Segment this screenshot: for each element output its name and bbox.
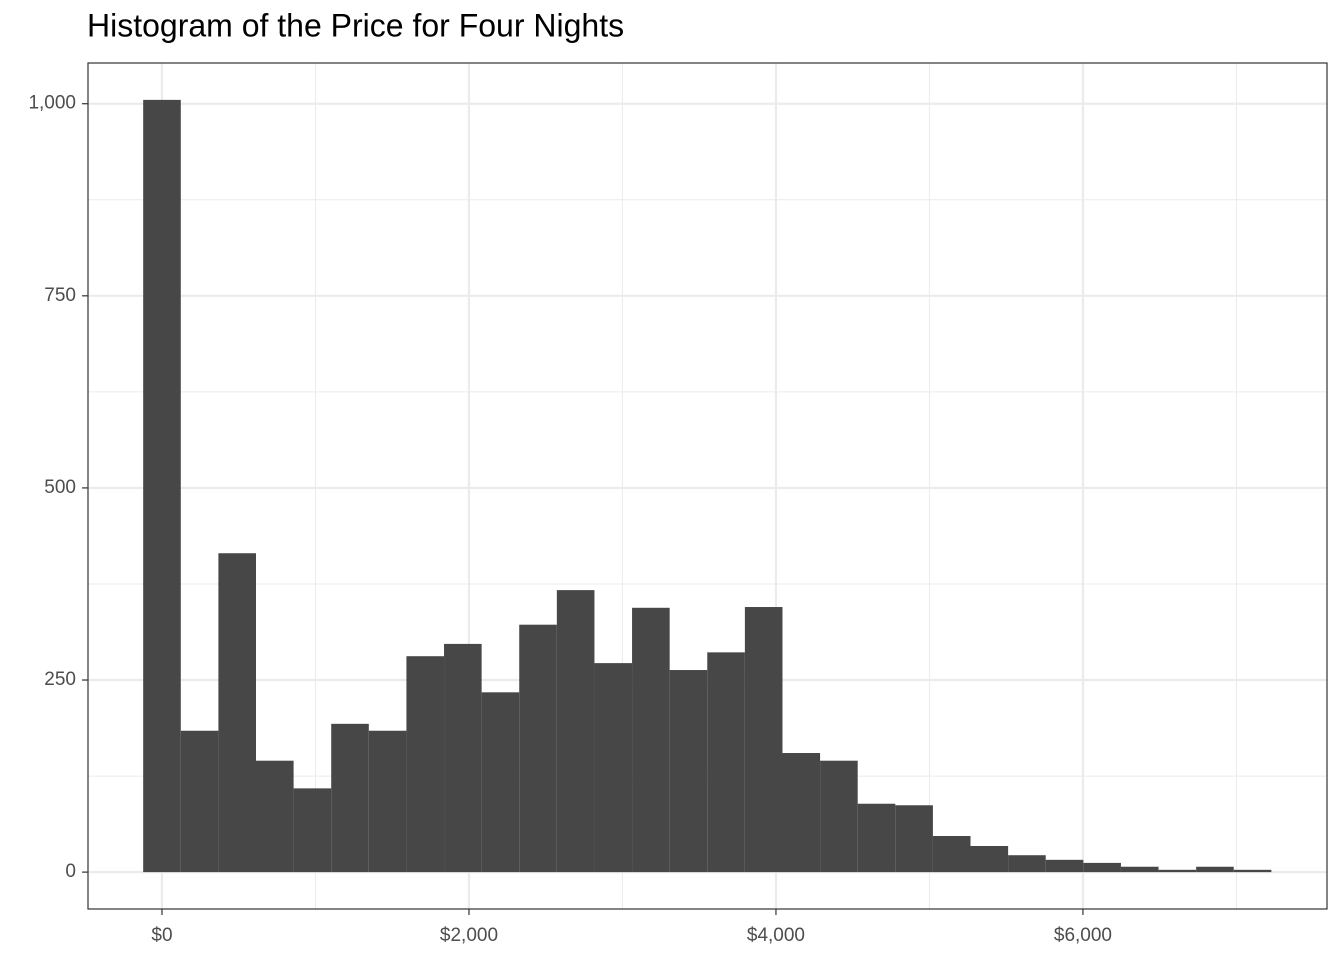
bar — [970, 845, 1009, 873]
bar — [444, 643, 482, 873]
x-tick-label: $0 — [151, 925, 172, 946]
bar — [594, 663, 633, 873]
bar — [519, 624, 557, 873]
bar — [556, 590, 595, 873]
bar — [1045, 859, 1084, 873]
bar — [1083, 862, 1121, 873]
y-tick-label: 1,000 — [28, 93, 76, 114]
bar — [1158, 869, 1197, 873]
bar — [368, 730, 407, 873]
bar — [632, 607, 670, 873]
bar — [406, 656, 445, 873]
bar — [857, 803, 896, 873]
bar — [1008, 855, 1046, 873]
bar — [1196, 866, 1234, 873]
x-tick-label: $4,000 — [747, 925, 805, 946]
bar — [895, 805, 933, 873]
bar — [1233, 869, 1272, 873]
bar — [707, 652, 745, 873]
bar — [180, 730, 219, 873]
x-tick-label: $2,000 — [440, 925, 498, 946]
bar — [255, 760, 294, 873]
bar — [293, 788, 332, 873]
y-tick-label: 0 — [65, 861, 76, 882]
bar — [218, 553, 256, 873]
bar — [820, 760, 858, 873]
bar — [481, 692, 520, 873]
bar — [782, 753, 821, 873]
x-tick-label: $6,000 — [1054, 925, 1112, 946]
panel-border — [87, 62, 1328, 910]
y-tick-label: 750 — [44, 285, 76, 306]
bar — [331, 723, 369, 873]
bar — [744, 607, 783, 873]
chart-title: Histogram of the Price for Four Nights — [87, 7, 624, 43]
y-tick-label: 250 — [44, 669, 76, 690]
y-tick-label: 500 — [44, 477, 76, 498]
bar — [932, 836, 971, 873]
bar — [143, 99, 181, 873]
bar — [669, 670, 708, 873]
bar — [1120, 866, 1159, 873]
